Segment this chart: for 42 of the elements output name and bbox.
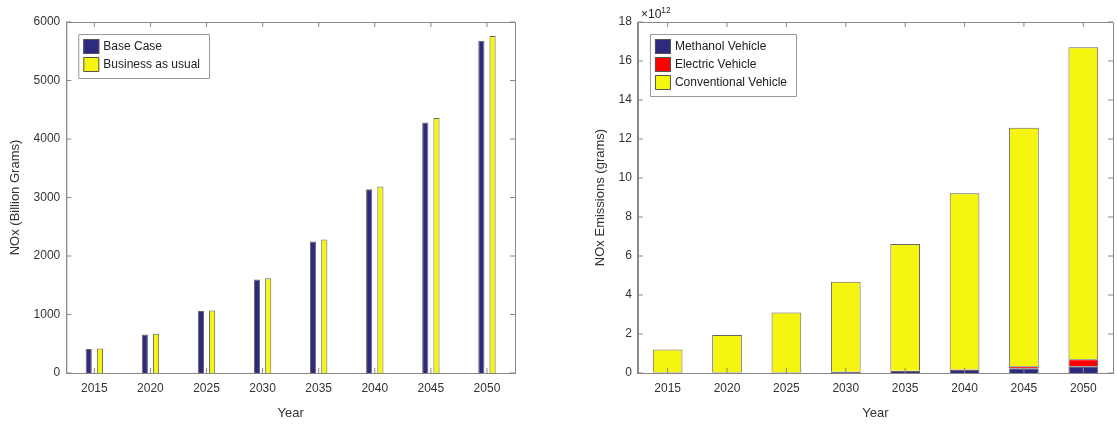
y-tick-label: 6 (625, 248, 633, 263)
y-tick-label: 3000 (33, 189, 61, 204)
y-tick-label: 4 (625, 287, 633, 302)
y-tick-label: 1000 (33, 306, 61, 321)
x-tick-label: 2045 (417, 380, 445, 395)
legend-label: Business as usual (103, 57, 201, 72)
y-axis-title: NOx Emissions (grams) (592, 128, 608, 267)
x-tick-label: 2025 (773, 380, 801, 395)
legend-label: Conventional Vehicle (674, 75, 788, 90)
y-tick-label: 5000 (33, 72, 61, 87)
x-tick-label: 2030 (249, 380, 277, 395)
y-tick-label: 12 (618, 131, 633, 146)
legend-label: Base Case (103, 39, 163, 54)
y-tick-label: 2 (625, 326, 633, 341)
y-axis-title: NOx (Billion Grams) (7, 139, 23, 256)
x-tick-label: 2050 (1069, 380, 1097, 395)
x-tick-label: 2035 (305, 380, 333, 395)
x-axis-title: Year (277, 404, 305, 420)
x-tick-label: 2050 (473, 380, 501, 395)
x-tick-label: 2015 (654, 380, 682, 395)
y-tick-label: 10 (618, 170, 633, 185)
y-tick-label: 16 (618, 53, 633, 68)
x-tick-label: 2025 (193, 380, 221, 395)
x-tick-label: 2040 (951, 380, 979, 395)
legend-label: Methanol Vehicle (674, 39, 767, 54)
y-tick-label: 6000 (33, 14, 61, 29)
y-tick-label: 2000 (33, 248, 61, 263)
x-tick-label: 2030 (832, 380, 860, 395)
y-tick-label: 18 (618, 14, 633, 29)
legend-label: Electric Vehicle (674, 57, 757, 72)
y-tick-label: 14 (618, 92, 633, 107)
y-tick-label: 0 (625, 365, 633, 380)
x-tick-label: 2020 (137, 380, 165, 395)
x-tick-label: 2020 (713, 380, 741, 395)
y-tick-label: 0 (53, 365, 61, 380)
x-tick-label: 2035 (891, 380, 919, 395)
y-tick-label: 8 (625, 209, 633, 224)
x-axis-title: Year (862, 404, 890, 420)
x-tick-label: 2045 (1010, 380, 1038, 395)
x-tick-label: 2015 (80, 380, 109, 395)
x-tick-label: 2040 (361, 380, 389, 395)
y-tick-label: 4000 (33, 131, 61, 146)
